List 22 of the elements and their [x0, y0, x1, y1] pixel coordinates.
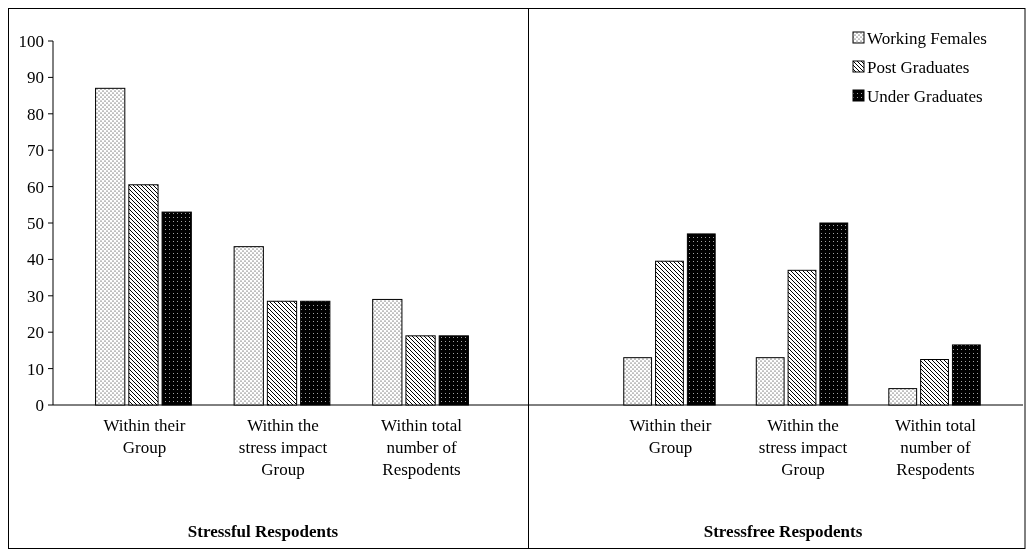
x-tick-label: Within the stress impact Group [238, 416, 328, 479]
legend-label: Under Graduates [867, 86, 983, 106]
x-tick-label: Within total number of Respodents [381, 416, 463, 479]
x-tick-label: Within their Group [103, 416, 186, 457]
y-tick-label: 70 [27, 141, 44, 161]
y-tick-label: 100 [18, 31, 44, 51]
legend-label: Post Graduates [867, 57, 970, 77]
y-tick-label: 20 [27, 323, 44, 343]
y-tick-label: 0 [35, 395, 44, 415]
y-tick-label: 60 [27, 177, 44, 197]
y-tick-label: 10 [27, 359, 44, 379]
y-tick-label: 40 [27, 250, 44, 270]
x-axis-title: Stressfree Respodents [703, 522, 863, 541]
y-tick-label: 80 [27, 104, 44, 124]
x-tick-label: Within their Group [629, 416, 712, 457]
x-axis-title: Stressful Respodents [187, 522, 339, 541]
x-tick-label: Within the stress impact Group [758, 416, 848, 479]
y-tick-label: 90 [27, 68, 44, 88]
y-tick-label: 50 [27, 213, 44, 233]
y-tick-label: 30 [27, 286, 44, 306]
legend-label: Working Females [867, 28, 987, 48]
x-tick-label: Within total number of Respodents [895, 416, 977, 479]
